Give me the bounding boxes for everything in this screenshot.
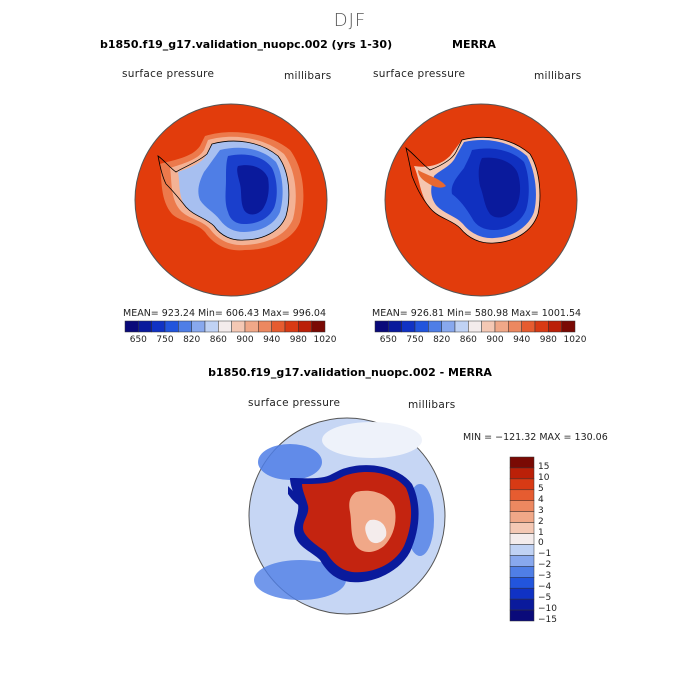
colorbar-diff-tick-label: 0 [538,538,544,548]
colorbar-diff-swatch [510,610,534,621]
colorbar-diff-swatch [510,512,534,523]
colorbar-merra-tick-label: 940 [507,335,537,345]
colorbar-diff-tick-label: 1 [538,528,544,538]
colorbar-merra-tick-label: 750 [400,335,430,345]
colorbar-merra-tick-label: 1020 [560,335,590,345]
colorbar-merra-tick-label: 860 [453,335,483,345]
colorbar-diff-tick-label: −3 [538,571,551,581]
colorbar-diff-swatch [510,523,534,534]
colorbar-model-tick-label: 1020 [310,335,340,345]
colorbar-diff-tick-label: −1 [538,549,551,559]
colorbar-diff-swatch [510,479,534,490]
colorbar-diff-swatch [510,468,534,479]
colorbar-diff-tick-label: 15 [538,462,549,472]
colorbar-diff-tick-label: 2 [538,517,544,527]
colorbar-diff-swatch [510,555,534,566]
colorbar-diff-tick-label: 10 [538,473,549,483]
colorbar-diff-tick-label: 4 [538,495,544,505]
colorbar-diff-tick-label: −2 [538,560,551,570]
colorbar-diff-swatch [510,588,534,599]
colorbar-merra-tick-label: 980 [533,335,563,345]
colorbar-diff-swatch [510,577,534,588]
colorbar-diff-tick-label: −10 [538,604,557,614]
colorbar-model-tick-label: 820 [177,335,207,345]
colorbar-model-tick-label: 860 [203,335,233,345]
colorbar-merra-tick-label: 900 [480,335,510,345]
colorbar-diff-swatch [510,501,534,512]
colorbar-merra-tick-label: 820 [427,335,457,345]
colorbar-diff-tick-label: −15 [538,615,557,625]
colorbar-diff-tick-label: 3 [538,506,544,516]
colorbar-diff-swatch [510,457,534,468]
colorbar-model-tick-label: 940 [257,335,287,345]
colorbar-diff-swatch [510,534,534,545]
colorbar-diff-swatch [510,599,534,610]
colorbar-diff-swatch [510,544,534,555]
colorbar-diff-swatch [510,566,534,577]
colorbar-model-tick-label: 980 [283,335,313,345]
colorbar-model-tick-label: 650 [123,335,153,345]
colorbar-diff-tick-label: −4 [538,582,551,592]
colorbar-merra-tick-label: 650 [373,335,403,345]
colorbar-diff-tick-label: 5 [538,484,544,494]
colorbar-diff-swatch [510,490,534,501]
colorbar-model-tick-label: 750 [150,335,180,345]
colorbar-diff-tick-label: −5 [538,593,551,603]
colorbar-model-tick-label: 900 [230,335,260,345]
